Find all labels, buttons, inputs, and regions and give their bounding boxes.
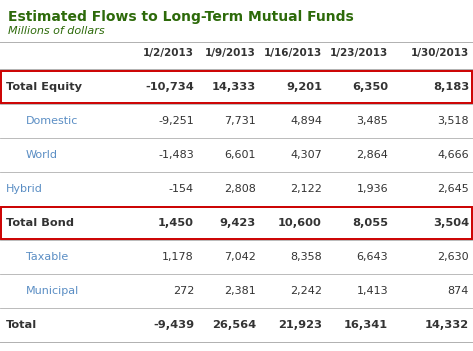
Text: -1,483: -1,483 xyxy=(158,150,194,160)
Text: 3,518: 3,518 xyxy=(438,116,469,126)
Text: 6,350: 6,350 xyxy=(352,82,388,92)
Text: 14,332: 14,332 xyxy=(425,320,469,330)
Bar xyxy=(1,207,472,239)
Text: 1/9/2013: 1/9/2013 xyxy=(205,48,256,58)
Text: 6,643: 6,643 xyxy=(356,252,388,262)
Text: 6,601: 6,601 xyxy=(225,150,256,160)
Text: Municipal: Municipal xyxy=(26,286,79,296)
Text: 1/16/2013: 1/16/2013 xyxy=(264,48,322,58)
Text: Hybrid: Hybrid xyxy=(6,184,43,194)
Text: 21,923: 21,923 xyxy=(278,320,322,330)
Text: -9,439: -9,439 xyxy=(153,320,194,330)
Text: Total: Total xyxy=(6,320,37,330)
Text: 10,600: 10,600 xyxy=(278,218,322,228)
Text: 8,358: 8,358 xyxy=(290,252,322,262)
Text: 8,183: 8,183 xyxy=(433,82,469,92)
Text: 2,630: 2,630 xyxy=(438,252,469,262)
Text: 1/23/2013: 1/23/2013 xyxy=(330,48,388,58)
Text: 272: 272 xyxy=(173,286,194,296)
Text: 1/2/2013: 1/2/2013 xyxy=(143,48,194,58)
Text: 4,666: 4,666 xyxy=(438,150,469,160)
Text: 4,307: 4,307 xyxy=(290,150,322,160)
Text: 874: 874 xyxy=(447,286,469,296)
Text: 26,564: 26,564 xyxy=(212,320,256,330)
Text: 3,504: 3,504 xyxy=(433,218,469,228)
Text: 3,485: 3,485 xyxy=(356,116,388,126)
Text: 7,731: 7,731 xyxy=(224,116,256,126)
Text: 7,042: 7,042 xyxy=(224,252,256,262)
Text: 1,413: 1,413 xyxy=(356,286,388,296)
Text: 2,242: 2,242 xyxy=(290,286,322,296)
Text: 16,341: 16,341 xyxy=(344,320,388,330)
Text: 1,936: 1,936 xyxy=(356,184,388,194)
Text: -154: -154 xyxy=(169,184,194,194)
Text: World: World xyxy=(26,150,58,160)
Text: 2,381: 2,381 xyxy=(224,286,256,296)
Text: 9,201: 9,201 xyxy=(286,82,322,92)
Bar xyxy=(1,71,472,103)
Text: Estimated Flows to Long-Term Mutual Funds: Estimated Flows to Long-Term Mutual Fund… xyxy=(8,10,354,24)
Text: -9,251: -9,251 xyxy=(158,116,194,126)
Text: 1,450: 1,450 xyxy=(158,218,194,228)
Text: 9,423: 9,423 xyxy=(220,218,256,228)
Text: Taxable: Taxable xyxy=(26,252,68,262)
Text: Total Bond: Total Bond xyxy=(6,218,74,228)
Text: 2,122: 2,122 xyxy=(290,184,322,194)
Text: Total Equity: Total Equity xyxy=(6,82,82,92)
Text: 2,808: 2,808 xyxy=(224,184,256,194)
Text: 2,645: 2,645 xyxy=(437,184,469,194)
Text: 14,333: 14,333 xyxy=(212,82,256,92)
Text: Millions of dollars: Millions of dollars xyxy=(8,26,105,36)
Text: 4,894: 4,894 xyxy=(290,116,322,126)
Text: 2,864: 2,864 xyxy=(356,150,388,160)
Text: 1/30/2013: 1/30/2013 xyxy=(411,48,469,58)
Text: 8,055: 8,055 xyxy=(352,218,388,228)
Text: 1,178: 1,178 xyxy=(162,252,194,262)
Text: Domestic: Domestic xyxy=(26,116,79,126)
Text: -10,734: -10,734 xyxy=(145,82,194,92)
